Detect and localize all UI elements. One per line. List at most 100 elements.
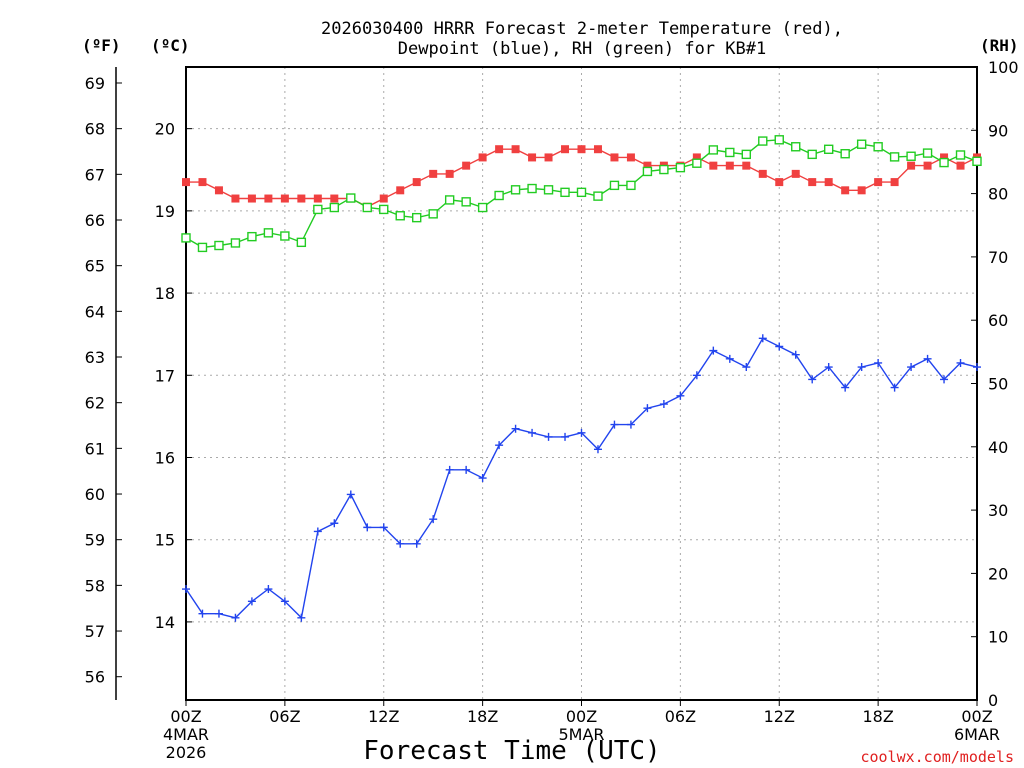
data-point <box>708 145 719 155</box>
data-point <box>808 178 817 187</box>
data-point <box>477 202 488 213</box>
data-point <box>330 194 339 203</box>
data-point <box>692 153 701 162</box>
data-point <box>956 161 965 170</box>
data-point <box>395 211 405 221</box>
x-axis-title: Forecast Time (UTC) <box>363 736 660 766</box>
fahrenheit-tick-label: 58 <box>85 576 105 595</box>
chart-title-line1: 2026030400 HRRR Forecast 2-meter Tempera… <box>321 19 843 39</box>
fahrenheit-tick-label: 67 <box>85 165 105 184</box>
data-point <box>510 185 521 195</box>
data-point <box>182 178 190 187</box>
data-point <box>626 180 636 191</box>
fahrenheit-tick-label: 66 <box>85 211 105 230</box>
data-point <box>462 465 471 474</box>
data-point <box>807 149 817 160</box>
data-point <box>561 432 570 441</box>
data-point <box>626 153 635 162</box>
rh-tick-label: 90 <box>988 121 1008 140</box>
data-point <box>692 158 702 168</box>
data-point <box>675 162 686 173</box>
rh-tick-label: 0 <box>988 691 998 710</box>
data-point <box>857 186 866 195</box>
data-point <box>576 187 587 198</box>
celsius-tick-label: 19 <box>155 202 175 221</box>
data-point <box>758 334 767 343</box>
rh-tick-label: 30 <box>988 501 1008 520</box>
x-tick-date-label: 6MAR <box>954 725 1000 744</box>
data-point <box>462 161 471 170</box>
data-point <box>544 153 553 162</box>
data-point <box>775 178 784 187</box>
rh-tick-label: 10 <box>988 628 1008 647</box>
data-point <box>264 194 273 203</box>
fahrenheit-tick-label: 59 <box>85 531 105 550</box>
rh-tick-label: 50 <box>988 375 1008 394</box>
data-point <box>297 194 306 203</box>
data-point <box>741 149 751 160</box>
data-point <box>890 383 899 392</box>
data-point <box>511 145 520 154</box>
data-point <box>247 597 256 606</box>
data-point <box>824 363 833 372</box>
data-point <box>692 371 701 380</box>
data-point <box>329 202 340 213</box>
data-point <box>923 161 932 170</box>
data-point <box>198 609 207 618</box>
data-point <box>823 144 834 154</box>
data-point <box>889 152 900 162</box>
rh-tick-label: 40 <box>988 438 1008 457</box>
data-point <box>642 166 653 177</box>
data-point <box>495 441 504 450</box>
data-point <box>197 242 208 253</box>
data-point <box>247 231 257 242</box>
data-point <box>214 609 223 618</box>
data-point <box>560 187 570 198</box>
fahrenheit-tick-label: 62 <box>85 394 105 413</box>
credit-text: coolwx.com/models <box>860 748 1014 766</box>
data-point <box>396 539 405 548</box>
data-point <box>939 157 949 168</box>
data-point <box>313 194 322 203</box>
data-point <box>330 519 339 528</box>
data-point <box>280 597 289 606</box>
data-point <box>643 161 652 170</box>
x-tick-date-label: 5MAR <box>558 725 604 744</box>
x-tick-date-label: 4MAR <box>163 725 209 744</box>
data-point <box>495 145 504 154</box>
fahrenheit-tick-label: 64 <box>85 302 105 321</box>
axes <box>115 66 978 706</box>
data-point <box>874 178 883 187</box>
data-point <box>280 194 289 203</box>
data-point <box>742 161 751 170</box>
data-point <box>593 191 603 201</box>
data-point <box>412 539 421 548</box>
series-dewpoint <box>182 334 981 622</box>
data-point <box>659 400 668 409</box>
data-point <box>791 169 800 178</box>
data-point <box>363 523 372 532</box>
data-point <box>923 354 932 363</box>
celsius-tick-label: 15 <box>155 531 175 550</box>
data-point <box>856 139 867 149</box>
data-point <box>940 153 949 162</box>
data-point <box>247 194 256 203</box>
data-point <box>230 238 241 248</box>
x-tick-label: 06Z <box>269 707 300 726</box>
data-point <box>972 156 982 167</box>
data-point <box>774 135 784 145</box>
rh-unit-label: (RH) <box>980 36 1019 55</box>
data-point <box>528 428 537 437</box>
data-point <box>379 523 388 532</box>
data-point <box>264 585 273 594</box>
data-point <box>543 185 554 195</box>
x-tick-label: 00Z <box>961 707 992 726</box>
data-point <box>214 186 223 195</box>
data-point <box>593 145 602 154</box>
celsius-tick-label: 17 <box>155 366 175 385</box>
rh-tick-label: 100 <box>988 58 1019 77</box>
x-tick-label: 18Z <box>862 707 893 726</box>
data-point <box>725 161 734 170</box>
data-point <box>231 613 240 622</box>
